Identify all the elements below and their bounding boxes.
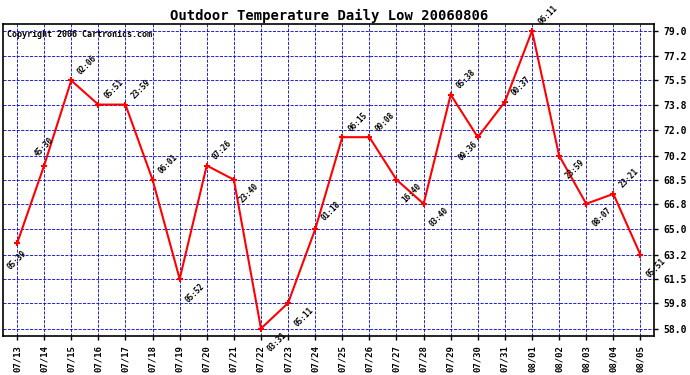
Text: 05:39: 05:39 (6, 249, 28, 271)
Text: 05:52: 05:52 (184, 281, 206, 304)
Text: 08:07: 08:07 (591, 206, 613, 229)
Text: 06:01: 06:01 (157, 153, 179, 176)
Text: 05:51: 05:51 (644, 257, 667, 280)
Title: Outdoor Temperature Daily Low 20060806: Outdoor Temperature Daily Low 20060806 (170, 9, 488, 22)
Text: 02:06: 02:06 (75, 54, 98, 76)
Text: 45:30: 45:30 (33, 136, 56, 159)
Text: 03:40: 03:40 (428, 206, 451, 229)
Text: 23:59: 23:59 (563, 158, 586, 181)
Text: 07:26: 07:26 (211, 139, 234, 161)
Text: 00:37: 00:37 (509, 75, 532, 98)
Text: 06:15: 06:15 (346, 110, 369, 133)
Text: 06:11: 06:11 (536, 4, 559, 27)
Text: 16:40: 16:40 (401, 182, 424, 205)
Text: 05:51: 05:51 (103, 78, 125, 101)
Text: 05:11: 05:11 (293, 305, 315, 328)
Text: 23:59: 23:59 (130, 78, 152, 101)
Text: 03:31: 03:31 (265, 331, 288, 354)
Text: 09:08: 09:08 (373, 110, 396, 133)
Text: 09:36: 09:36 (457, 140, 480, 162)
Text: 05:38: 05:38 (455, 68, 477, 90)
Text: 23:40: 23:40 (238, 182, 261, 205)
Text: 01:18: 01:18 (319, 200, 342, 222)
Text: 23:21: 23:21 (618, 167, 640, 190)
Text: Copyright 2006 Cartronics.com: Copyright 2006 Cartronics.com (7, 30, 152, 39)
